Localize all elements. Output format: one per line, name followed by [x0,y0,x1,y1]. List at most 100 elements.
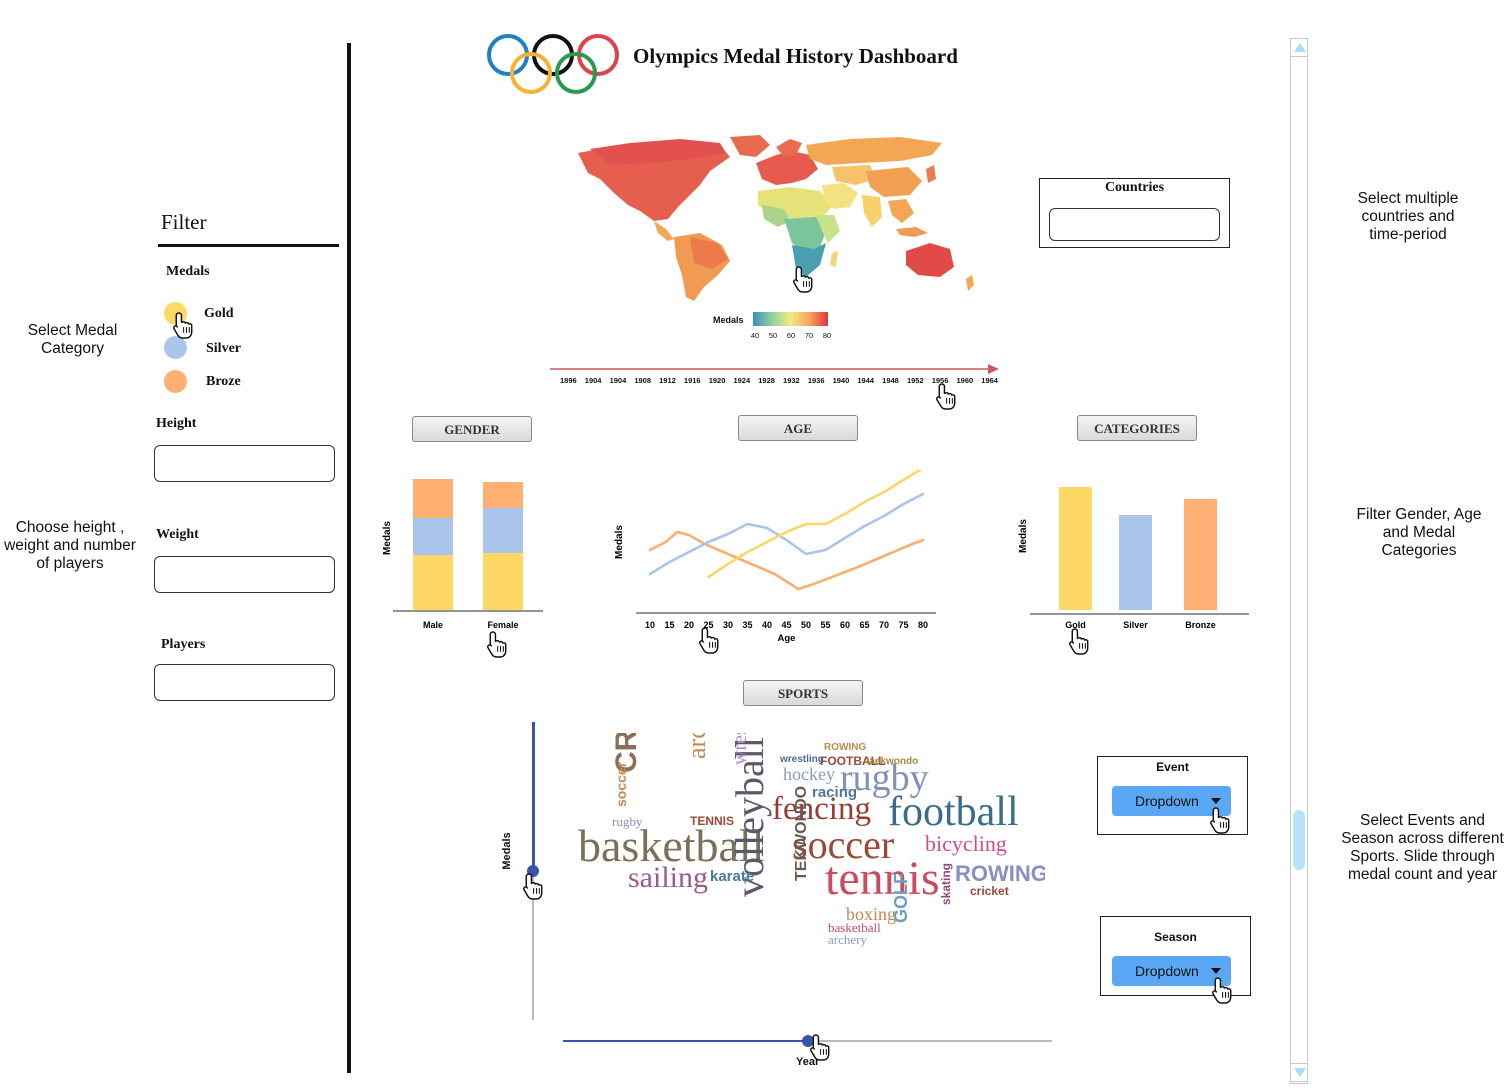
players-input[interactable] [154,664,335,701]
gender-button[interactable]: GENDER [412,416,532,442]
timeline-year[interactable]: 1940 [832,376,850,385]
sport-word[interactable]: GOLF [891,873,911,923]
sport-word[interactable]: archery [828,932,867,947]
sport-word[interactable]: taekwondo [866,756,919,767]
timeline-arrow[interactable] [548,362,1000,376]
silver-label[interactable]: Silver [206,341,241,356]
age-series-line[interactable] [707,470,924,579]
scrollbar-thumb[interactable] [1293,810,1305,870]
weight-input[interactable] [154,556,335,593]
timeline-year[interactable]: 1936 [807,376,825,385]
sport-word[interactable]: FOOTBALL [820,754,886,768]
timeline-year[interactable]: 1932 [783,376,800,385]
event-panel [1097,756,1248,835]
sport-word[interactable]: rugby [612,814,643,829]
age-series-line[interactable] [648,530,925,591]
bronze-label[interactable]: Broze [206,374,241,389]
sport-word[interactable]: archery [682,733,711,759]
sport-word[interactable]: rugby [840,757,929,799]
category-bar[interactable] [1059,487,1092,610]
sport-word[interactable]: soccer [613,761,629,807]
category-bar[interactable] [1119,515,1152,610]
sport-word[interactable]: TEKWONDO [793,785,810,881]
category-bar[interactable] [1184,499,1217,610]
categories-button[interactable]: CATEGORIES [1077,415,1197,441]
year-slider-track-left[interactable] [563,1040,808,1042]
age-chart[interactable]: 10 15 20 25 30 35 40 45 50 55 60 65 70 75 80 Age Medals [608,470,943,645]
sport-word[interactable]: bicycling [925,831,1007,856]
scroll-up-button[interactable] [1290,38,1308,57]
year-slider-track-right[interactable] [808,1040,1052,1042]
gender-chart[interactable]: Male Female Medals [378,470,548,635]
medals-slider-track-bottom[interactable] [532,870,534,1020]
y-axis-label: Medals [382,521,393,555]
scroll-down-button[interactable] [1290,1063,1308,1082]
sport-word[interactable]: boxing [846,904,897,924]
timeline-year[interactable]: 1896 [560,376,577,385]
timeline-years[interactable]: 1896 1904 1904 1908 1912 1916 1920 1924 1928 1932… [560,376,998,385]
categories-chart[interactable]: Gold Silver Bronze Medals [1012,470,1252,635]
gender-bar-segment[interactable] [413,479,453,518]
timeline-year[interactable]: 1960 [956,376,974,385]
sport-word[interactable]: hockey [783,764,835,784]
map-japan [926,165,936,183]
timeline-year[interactable]: 1928 [758,376,775,385]
timeline-year[interactable]: 1924 [733,376,751,385]
sports-button[interactable]: SPORTS [743,680,863,706]
age-button[interactable]: AGE [738,415,858,441]
sport-word[interactable]: basketball [578,820,765,871]
sport-word[interactable]: basketball [828,920,881,935]
gold-label[interactable]: Gold [204,306,234,321]
timeline-year[interactable]: 1956 [931,376,949,385]
countries-input[interactable] [1049,208,1220,241]
scrollbar-track[interactable] [1290,38,1308,1084]
gender-bar-segment[interactable] [413,518,453,555]
sport-word[interactable]: skating [939,862,953,905]
timeline-year[interactable]: 1952 [906,376,924,385]
sports-word-cloud[interactable]: basketball soccer tennis football fencing rug… [570,733,1045,1013]
timeline-year[interactable]: 1948 [882,376,899,385]
hand-cursor-icon [1069,628,1089,655]
season-dropdown[interactable]: Dropdown [1112,956,1231,986]
age-series-line[interactable] [648,492,925,576]
sport-word[interactable]: racing [812,784,858,801]
filter-underline [158,244,339,247]
sport-word[interactable]: wrestling [729,733,751,765]
sport-word[interactable]: karate [710,868,755,885]
gender-bar-segment[interactable] [483,553,523,610]
timeline-year[interactable]: 1964 [981,376,998,385]
event-dropdown[interactable]: Dropdown [1112,786,1231,816]
sport-word[interactable]: wrestling [780,754,824,765]
sport-word[interactable]: ROWING [955,861,1045,886]
map-australia [906,243,954,277]
timeline-year[interactable]: 1908 [634,376,652,385]
map-canada [590,139,726,165]
medals-slider-track-top[interactable] [532,722,535,870]
timeline-year[interactable]: 1904 [609,376,627,385]
annotation-gender-age-categories: Filter Gender, Age and Medal Categories [1356,506,1482,559]
timeline-year[interactable]: 1904 [584,376,602,385]
timeline-year[interactable]: 1920 [708,376,726,385]
gender-bar-segment[interactable] [413,555,453,610]
sport-word[interactable]: sailing [628,861,708,894]
page-title: Olympics Medal History Dashboard [633,44,958,68]
bronze-dot[interactable] [164,370,187,393]
sport-word[interactable]: tennis [825,852,940,905]
sport-word[interactable]: fencing [772,791,871,827]
olympic-rings-logo [487,34,619,94]
gender-bar-segment[interactable] [483,508,523,553]
timeline-year[interactable]: 1944 [857,376,875,385]
sport-word[interactable]: football [888,789,1019,835]
timeline-year[interactable]: 1916 [683,376,701,385]
timeline-year[interactable]: 1912 [659,376,676,385]
world-map[interactable] [570,135,990,305]
gender-bar-segment[interactable] [483,482,523,508]
height-input[interactable] [154,445,335,482]
year-slider-thumb[interactable] [802,1035,814,1047]
annotation-medal-category: Select Medal Category [27,322,118,357]
sport-word[interactable]: TENNIS [690,814,735,828]
sport-word[interactable]: soccer [792,822,895,867]
silver-dot[interactable] [164,336,187,359]
sport-word[interactable]: ROWING [824,742,867,753]
sport-word[interactable]: cricket [970,884,1009,898]
